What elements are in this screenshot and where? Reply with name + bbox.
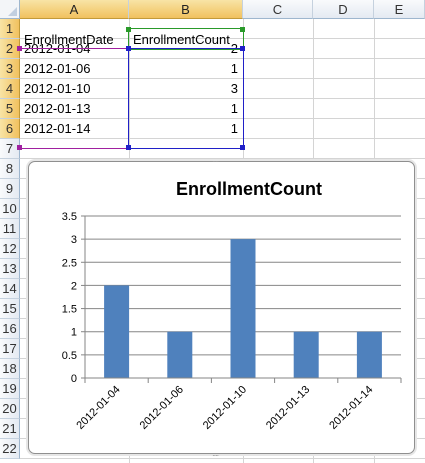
row-header-5[interactable]: 5 (0, 99, 20, 119)
bar (230, 239, 256, 378)
cell-a1[interactable]: EnrollmentDate (24, 32, 114, 47)
column-header-a[interactable]: A (20, 0, 129, 19)
select-all-corner[interactable] (0, 0, 20, 19)
row-header-1[interactable]: 1 (0, 19, 20, 39)
header-range-highlight (128, 28, 244, 50)
row-header-3[interactable]: 3 (0, 59, 20, 79)
range-handle[interactable] (240, 27, 245, 32)
row-header-16[interactable]: 16 (0, 319, 20, 339)
range-handle[interactable] (240, 145, 245, 150)
bar (293, 331, 319, 378)
column-header-b[interactable]: B (129, 0, 243, 19)
row-header-21[interactable]: 21 (0, 419, 20, 439)
resize-handle-bottom[interactable]: ∙∙∙∙ (212, 450, 219, 460)
cell-b6[interactable]: 1 (230, 121, 238, 136)
cell-b3[interactable]: 1 (230, 61, 238, 76)
row-header-9[interactable]: 9 (0, 179, 20, 199)
x-tick-label: 2012-01-06 (138, 384, 186, 432)
column-header-d[interactable]: D (313, 0, 374, 19)
bar-chart: EnrollmentCount 0 0.5 1 1.5 2 2.5 3 3.5 2012-01-0… (62, 179, 402, 432)
cell-b5[interactable]: 1 (230, 101, 238, 116)
count-range-highlight (128, 48, 244, 149)
y-tick-label: 0 (71, 373, 77, 385)
cell-b4[interactable]: 3 (230, 81, 238, 96)
row-header-17[interactable]: 17 (0, 339, 20, 359)
row-header-12[interactable]: 12 (0, 239, 20, 259)
range-handle[interactable] (240, 46, 245, 51)
range-handle[interactable] (126, 145, 131, 150)
row-header-15[interactable]: 15 (0, 299, 20, 319)
resize-handle-top[interactable]: ∙∙∙∙ (212, 156, 219, 166)
row-header-13[interactable]: 13 (0, 259, 20, 279)
y-tick-label: 3.5 (62, 211, 77, 223)
chart-title: EnrollmentCount (176, 179, 322, 199)
cell-a5[interactable]: 2012-01-13 (24, 101, 91, 116)
x-tick-label: 2012-01-13 (264, 384, 312, 432)
chart-object[interactable]: ∙∙∙∙ ∙∙∙∙ EnrollmentCount 0 0.5 1 1.5 2 2.5 3 3.… (28, 156, 415, 460)
row-header-20[interactable]: 20 (0, 399, 20, 419)
cell-a4[interactable]: 2012-01-10 (24, 81, 91, 96)
select-all-triangle-icon (8, 7, 17, 16)
y-tick-label: 2.5 (62, 257, 77, 269)
cell-b1[interactable]: EnrollmentCount (133, 32, 230, 47)
x-tick-label: 2012-01-04 (74, 384, 122, 432)
range-handle[interactable] (17, 46, 22, 51)
range-handle[interactable] (126, 46, 131, 51)
row-header-19[interactable]: 19 (0, 379, 20, 399)
bar (356, 331, 382, 378)
range-handle[interactable] (17, 145, 22, 150)
y-tick-label: 3 (71, 234, 77, 246)
y-tick-label: 1 (71, 327, 77, 339)
row-header-4[interactable]: 4 (0, 79, 20, 99)
date-range-highlight (19, 48, 131, 149)
cell-a3[interactable]: 2012-01-06 (24, 61, 91, 76)
y-tick-label: 2 (71, 280, 77, 292)
x-tick-label: 2012-01-10 (201, 384, 249, 432)
y-tick-label: 1.5 (62, 304, 77, 316)
row-header-8[interactable]: 8 (0, 159, 20, 179)
bar (167, 331, 193, 378)
row-header-18[interactable]: 18 (0, 359, 20, 379)
row-header-6[interactable]: 6 (0, 119, 20, 139)
range-handle[interactable] (126, 27, 131, 32)
x-tick-label: 2012-01-14 (327, 384, 375, 432)
bar (104, 285, 130, 378)
row-header-11[interactable]: 11 (0, 219, 20, 239)
column-header-c[interactable]: C (243, 0, 313, 19)
row-header-14[interactable]: 14 (0, 279, 20, 299)
row-header-22[interactable]: 22 (0, 439, 20, 459)
row-header-10[interactable]: 10 (0, 199, 20, 219)
column-header-e[interactable]: E (374, 0, 425, 19)
cell-a6[interactable]: 2012-01-14 (24, 121, 91, 136)
y-tick-label: 0.5 (62, 350, 77, 362)
